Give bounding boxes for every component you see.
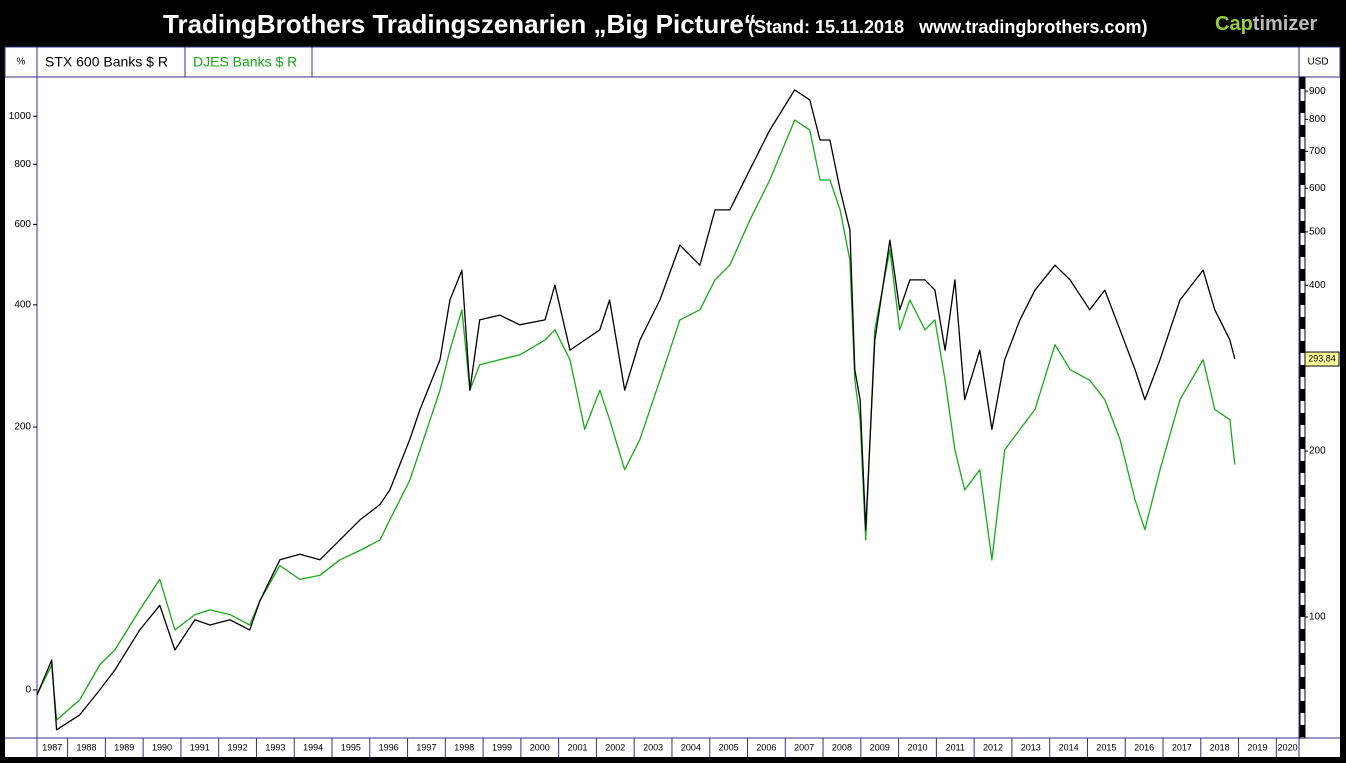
brand: Captimizer [1215,13,1317,35]
header-row [4,46,1341,78]
x-tick-label: 1991 [190,742,210,752]
x-tick-label: 1993 [265,742,285,752]
series-line [36,89,1236,731]
x-tick-label: 2019 [1247,742,1267,752]
x-tick-label: 1997 [416,742,436,752]
y2-tick-label: 700 [1309,146,1326,157]
x-tick-label: 2018 [1210,742,1230,752]
x-tick-label: 2016 [1134,742,1154,752]
x-tick-label: 1995 [341,742,361,752]
x-tick-label: 2002 [605,742,625,752]
y-axis-label: % [17,57,26,68]
x-tick-label: 2010 [907,742,927,752]
brand-part: Cap [1215,13,1253,35]
y2-tick-label: 500 [1309,226,1326,237]
x-tick-label: 2020 [1278,742,1298,752]
y-tick-label: 400 [14,300,31,311]
x-tick-label: 2013 [1021,742,1041,752]
x-tick-label: 1988 [76,742,96,752]
x-tick-label: 2015 [1096,742,1116,752]
legend-entry: DJES Banks $ R [193,54,297,70]
value-label: 293,84 [1308,353,1336,363]
x-tick-label: 1990 [152,742,172,752]
y2-tick-label: 200 [1309,446,1326,457]
x-tick-label: 2007 [794,742,814,752]
x-tick-label: 2006 [756,742,776,752]
chart-title: TradingBrothers Tradingszenarien „Big Pi… [163,9,757,39]
y-tick-label: 1000 [9,111,32,122]
value-label-box [1304,351,1340,367]
plot [36,89,1236,731]
x-tick-label: 1994 [303,742,323,752]
y2-tick-label: 400 [1309,280,1326,291]
y-tick-label: 0 [25,685,31,696]
x-tick-label: 2008 [832,742,852,752]
x-tick-label: 1999 [492,742,512,752]
x-tick-label: 1996 [379,742,399,752]
chart-area [5,47,1340,757]
x-tick-label: 2000 [530,742,550,752]
x-tick-label: 1992 [228,742,248,752]
chart-subtitle: (Stand: 15.11.2018 www.tradingbrothers.c… [748,17,1147,37]
x-tick-label: 2012 [983,742,1003,752]
x-tick-label: 2009 [870,742,890,752]
y-tick-label: 600 [14,219,31,230]
series-line [36,119,1236,721]
y2-tick-label: 900 [1309,86,1326,97]
x-tick-label: 2011 [946,742,965,752]
x-tick-label: 2014 [1059,742,1079,752]
y2-tick-label: 100 [1309,612,1326,623]
x-tick-label: 2017 [1172,742,1192,752]
x-tick-label: 1989 [114,742,134,752]
legend-entry: STX 600 Banks $ R [45,54,168,70]
y2-tick-label: 600 [1309,183,1326,194]
x-tick-label: 1998 [454,742,474,752]
x-tick-label: 2005 [719,742,739,752]
y2-tick-label: 800 [1309,114,1326,125]
x-tick-label: 1987 [42,742,62,752]
y-tick-label: 800 [14,159,31,170]
x-tick-label: 2004 [681,742,701,752]
y-tick-label: 200 [14,422,31,433]
x-tick-label: 2003 [643,742,663,752]
brand-part: timizer [1253,13,1318,35]
x-tick-label: 2001 [568,742,588,752]
y2-axis-label: USD [1307,57,1328,68]
